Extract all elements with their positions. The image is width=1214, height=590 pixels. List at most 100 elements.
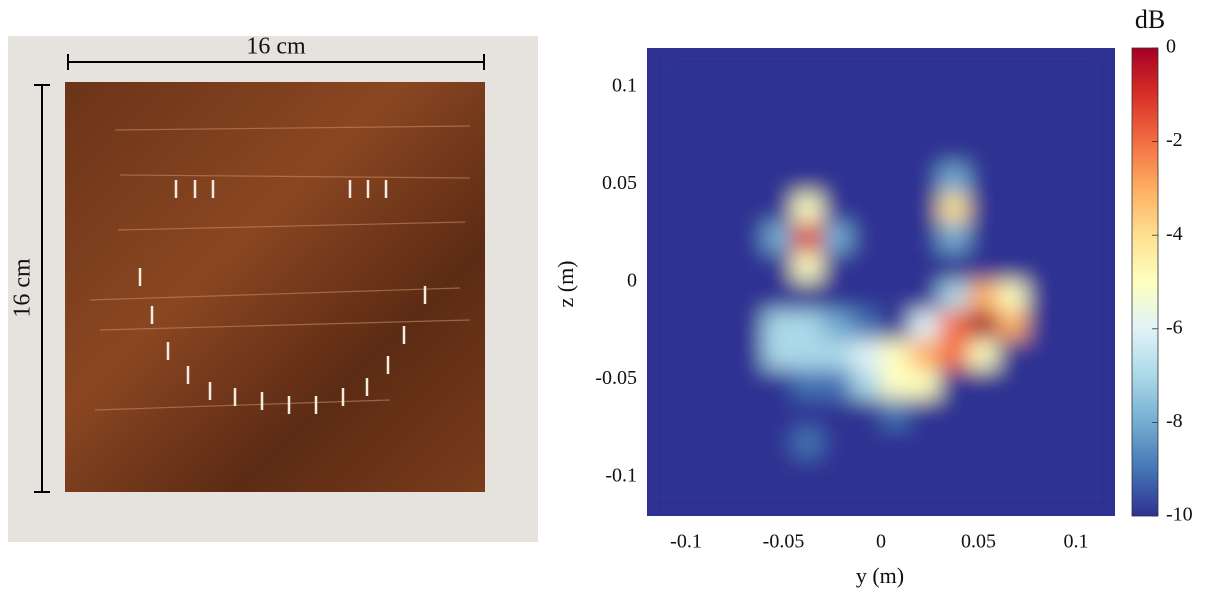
- x-tick-label: -0.1: [670, 531, 702, 553]
- heatmap-cell: [647, 340, 677, 370]
- heatmap-cell: [1056, 135, 1086, 165]
- heatmap-cell: [764, 252, 794, 282]
- heatmap-cell: [764, 282, 794, 312]
- heatmap-cell: [705, 48, 735, 78]
- heatmap-cell: [851, 77, 881, 107]
- heatmap-cell: [998, 428, 1028, 458]
- heatmap-cell: [998, 135, 1028, 165]
- width-label: 16 cm: [246, 34, 306, 60]
- heatmap-cell: [1085, 223, 1115, 253]
- heatmap-cell: [705, 77, 735, 107]
- heatmap-cell: [851, 165, 881, 195]
- colorbar-tick-label: -6: [1166, 316, 1183, 338]
- heatmap-cell: [676, 282, 706, 312]
- heatmap-cell: [764, 428, 794, 458]
- heatmap-cell: [939, 428, 969, 458]
- heatmap-cell: [998, 77, 1028, 107]
- heatmap-cell: [705, 457, 735, 487]
- heatmap-cell: [764, 399, 794, 429]
- figure: 16 cm 16 cm y (m) z (m) dB -0.1-0.0500.0…: [0, 0, 1214, 590]
- heatmap-cell: [910, 399, 940, 429]
- heatmap-cell: [968, 252, 998, 282]
- heatmap-cell: [1056, 457, 1086, 487]
- heatmap-cell: [1085, 165, 1115, 195]
- heatmap-cell: [647, 399, 677, 429]
- heatmap-cell: [998, 399, 1028, 429]
- heatmap-cell: [939, 311, 969, 341]
- heatmap-cell: [968, 77, 998, 107]
- heatmap-cell: [939, 486, 969, 516]
- heatmap-cell: [764, 106, 794, 136]
- heatmap-cell: [851, 311, 881, 341]
- heatmap-cell: [647, 369, 677, 399]
- heatmap-cell: [939, 165, 969, 195]
- heatmap-cell: [647, 77, 677, 107]
- photo: 16 cm 16 cm: [8, 34, 538, 543]
- heatmap-cell: [647, 457, 677, 487]
- heatmap-cell: [822, 399, 852, 429]
- heatmap-cell: [1027, 457, 1057, 487]
- heatmap-cell: [793, 340, 823, 370]
- heatmap-cell: [939, 369, 969, 399]
- colorbar-tick-label: 0: [1166, 36, 1176, 58]
- heatmap-cell: [1056, 486, 1086, 516]
- heatmap-cell: [1027, 252, 1057, 282]
- heatmap-cell: [764, 223, 794, 253]
- y-tick-label: 0.05: [602, 172, 637, 194]
- heatmap-cell: [734, 486, 764, 516]
- heatmap-cell: [998, 340, 1028, 370]
- heatmap-cell: [705, 252, 735, 282]
- heatmap-cell: [1056, 165, 1086, 195]
- heatmap-cell: [998, 369, 1028, 399]
- heatmap-cell: [851, 194, 881, 224]
- heatmap-cell: [910, 194, 940, 224]
- heatmap-cell: [1085, 106, 1115, 136]
- heatmap-cell: [793, 428, 823, 458]
- heatmap-cell: [1027, 282, 1057, 312]
- heatmap-cell: [822, 457, 852, 487]
- heatmap-cell: [968, 457, 998, 487]
- heatmap-cell: [881, 252, 911, 282]
- heatmap-cell: [764, 135, 794, 165]
- heatmap-cell: [705, 135, 735, 165]
- heatmap-cell: [1085, 457, 1115, 487]
- heatmap-cell: [851, 428, 881, 458]
- heatmap-cell: [998, 106, 1028, 136]
- x-tick-label: 0.1: [1064, 531, 1089, 553]
- heatmap-cell: [676, 48, 706, 78]
- heatmap-cell: [881, 106, 911, 136]
- heatmap-cell: [1027, 369, 1057, 399]
- heatmap-cell: [910, 223, 940, 253]
- heatmap-cell: [910, 106, 940, 136]
- heatmap-cell: [851, 106, 881, 136]
- heatmap-cell: [705, 399, 735, 429]
- heatmap-cell: [1027, 165, 1057, 195]
- heatmap-cell: [1085, 340, 1115, 370]
- heatmap-cell: [1056, 340, 1086, 370]
- heatmap-cell: [793, 106, 823, 136]
- heatmap-cell: [676, 194, 706, 224]
- heatmap-cell: [851, 135, 881, 165]
- heatmap-cell: [851, 340, 881, 370]
- heatmap-cell: [968, 223, 998, 253]
- heatmap-cell: [705, 428, 735, 458]
- heatmap-cell: [881, 194, 911, 224]
- heatmap-cell: [910, 486, 940, 516]
- colorbar-tick-label: -8: [1166, 410, 1183, 432]
- colorbar-tick-label: -2: [1166, 129, 1183, 151]
- heatmap-cell: [998, 252, 1028, 282]
- heatmap-cell: [676, 457, 706, 487]
- x-tick-label: -0.05: [763, 531, 805, 553]
- heatmap-cell: [1027, 194, 1057, 224]
- heatmap-cell: [1027, 428, 1057, 458]
- heatmap-cell: [734, 340, 764, 370]
- heatmap-cell: [764, 486, 794, 516]
- heatmap-cell: [764, 369, 794, 399]
- heatmap-cell: [910, 165, 940, 195]
- heatmap-cell: [881, 135, 911, 165]
- heatmap-cell: [939, 282, 969, 312]
- heatmap-cell: [881, 165, 911, 195]
- colorbar: [1132, 48, 1158, 516]
- heatmap-cell: [968, 369, 998, 399]
- heatmap-cell: [793, 399, 823, 429]
